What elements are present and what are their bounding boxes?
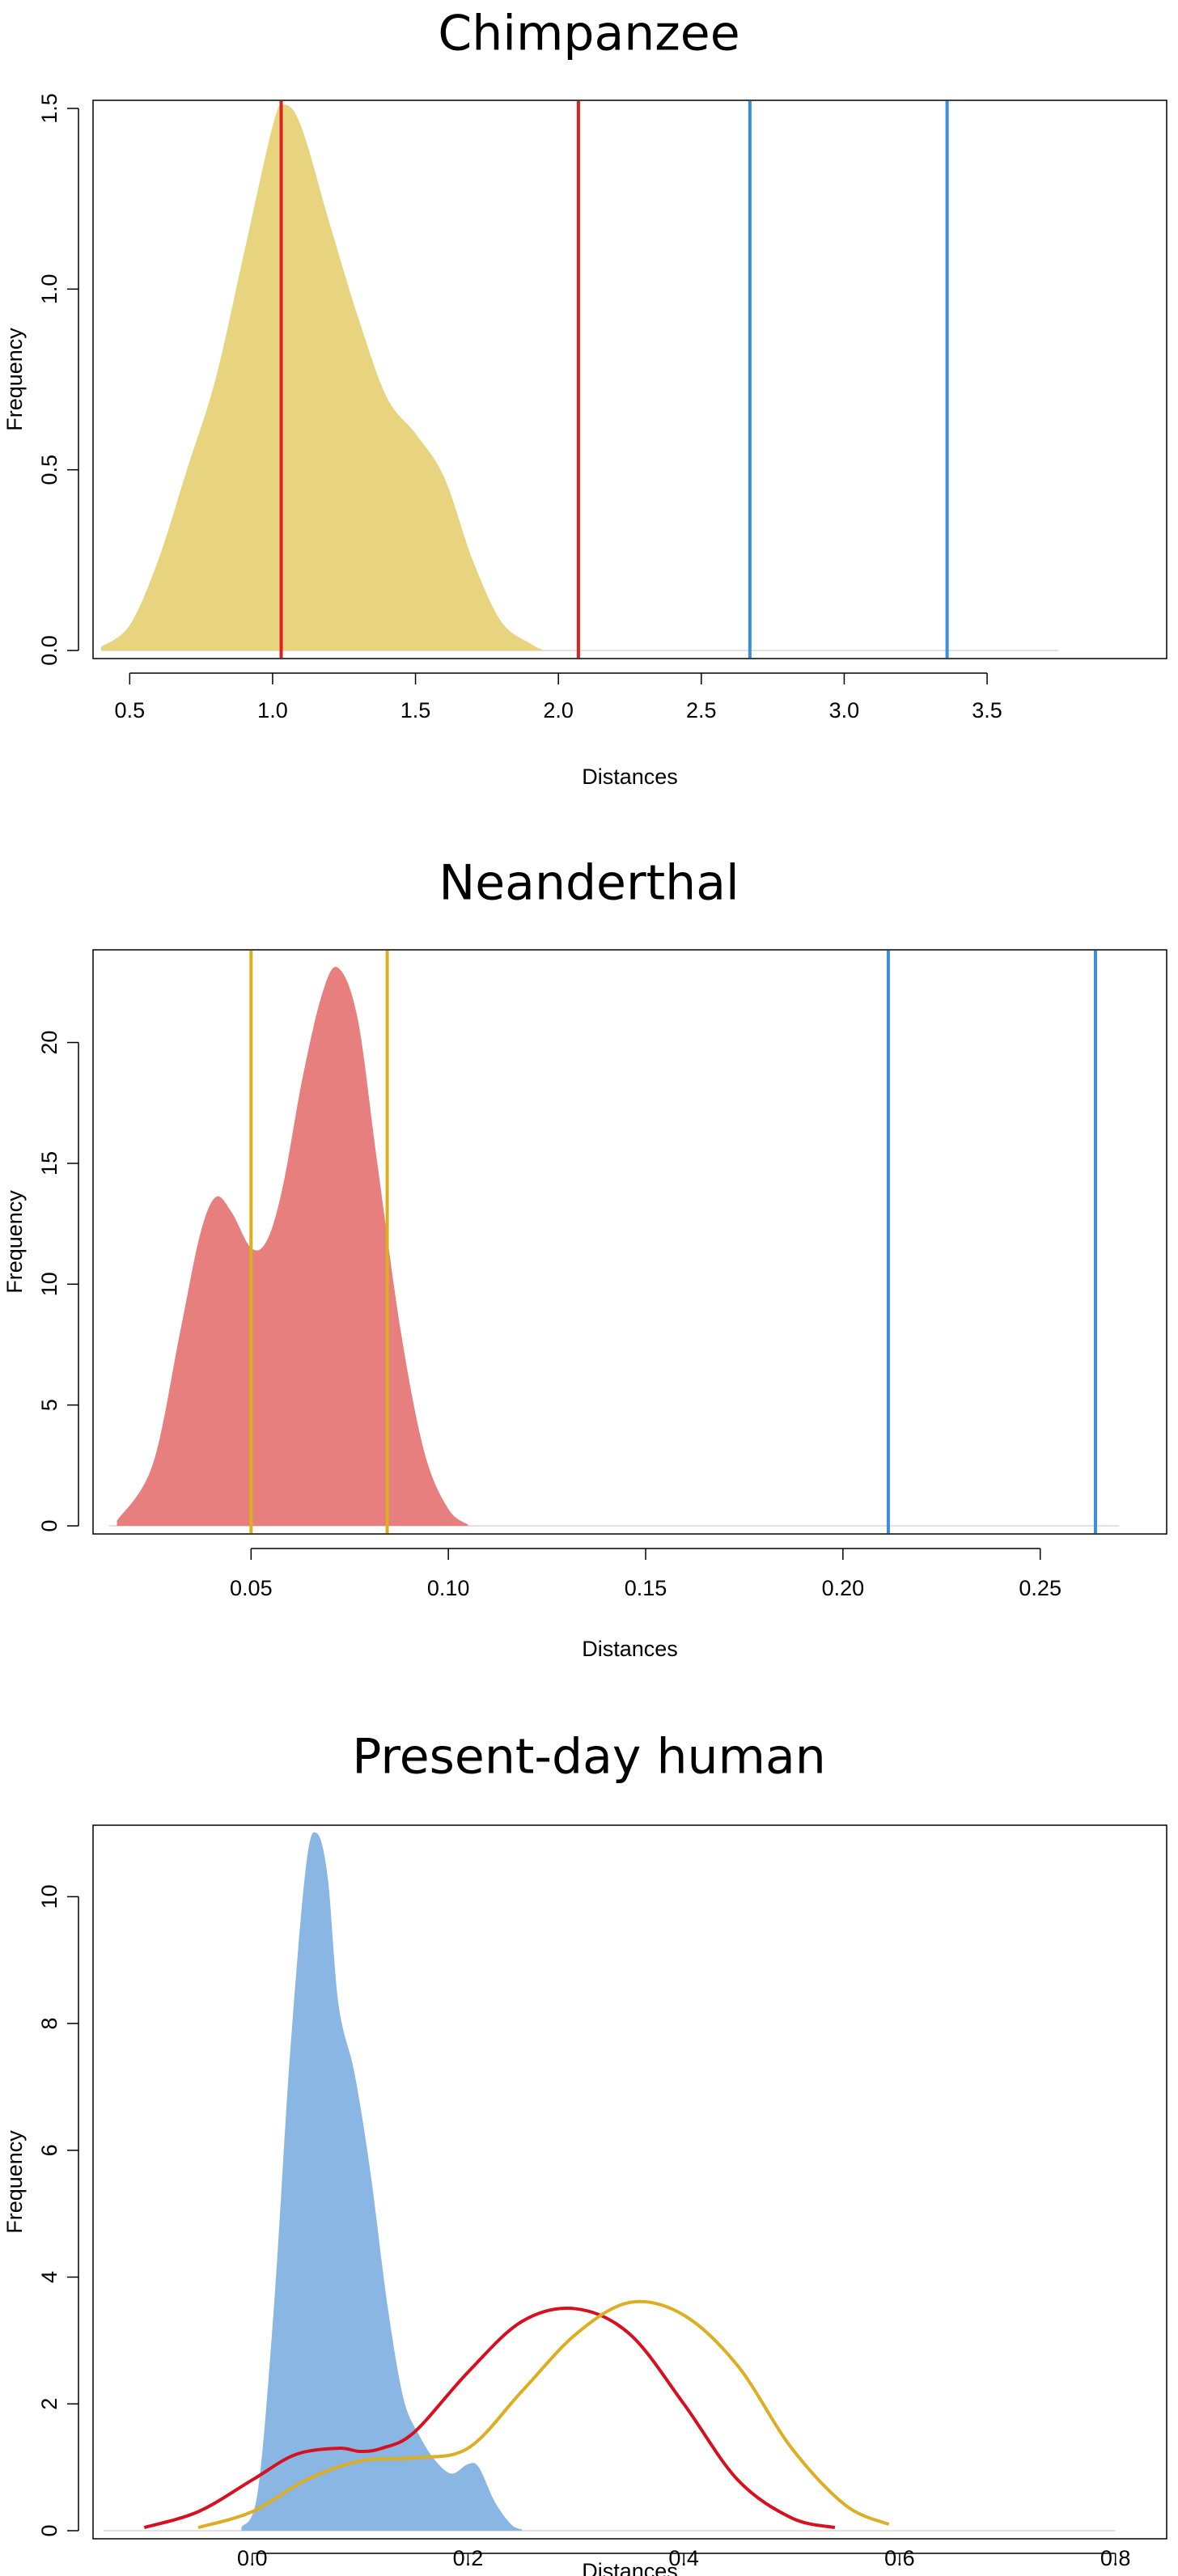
x-tick-label: 0.05 <box>230 1576 273 1600</box>
chart-title: Chimpanzee <box>438 6 739 62</box>
chart-panel-chimpanzee: Chimpanzee 0.5 1.0 1.5 2.0 2.5 3.0 3.5 0.0 0.5 1.0… <box>0 0 1178 809</box>
y-tick-label: 5 <box>37 1399 61 1411</box>
chart-title: Neanderthal <box>439 855 739 912</box>
density-chart-neanderthal: Neanderthal 0.05 0.10 0.15 0.20 0.25 0 5 10 15 20 D… <box>2 855 1167 1661</box>
x-tick-label: 0.25 <box>1019 1576 1061 1600</box>
plot-frame <box>92 100 1167 659</box>
y-tick-label: 0 <box>37 2524 61 2536</box>
x-tick-label: 3.0 <box>829 698 860 722</box>
y-tick-label: 15 <box>37 1151 61 1176</box>
y-tick-label: 0.0 <box>37 635 61 666</box>
x-axis-label: Distances <box>582 1637 678 1661</box>
x-tick-label: 1.0 <box>257 698 288 722</box>
y-tick-label: 1.5 <box>37 93 61 124</box>
x-tick-label: 1.5 <box>400 698 431 722</box>
y-tick-label: 1.0 <box>37 274 61 305</box>
density-line-series-1 <box>143 2307 836 2530</box>
density-chart-chimpanzee: Chimpanzee 0.5 1.0 1.5 2.0 2.5 3.0 3.5 0.0 0.5 1.0… <box>2 6 1167 789</box>
y-tick-label: 0 <box>37 1519 61 1532</box>
y-tick-label: 2 <box>37 2398 61 2410</box>
y-axis-label: Frequency <box>2 2130 27 2234</box>
density-area-series-0 <box>117 966 468 1526</box>
x-tick-label: 2.0 <box>543 698 574 722</box>
y-tick-label: 10 <box>37 1884 61 1909</box>
x-tick-label: 0.10 <box>427 1576 470 1600</box>
y-tick-label: 20 <box>37 1031 61 1055</box>
y-tick-label: 4 <box>37 2271 61 2283</box>
x-tick-label: 2.5 <box>686 698 717 722</box>
x-axis-label: Distances <box>582 2559 678 2576</box>
chart-panel-neanderthal: Neanderthal 0.05 0.10 0.15 0.20 0.25 0 5 10 15 20 D… <box>0 849 1178 1683</box>
x-tick-label: 0.5 <box>115 698 146 722</box>
x-tick-label: 0.8 <box>1100 2546 1131 2570</box>
density-area-series-0 <box>101 104 545 650</box>
y-tick-label: 10 <box>37 1272 61 1296</box>
y-tick-label: 0.5 <box>37 455 61 485</box>
x-tick-label: 0.6 <box>884 2546 915 2570</box>
x-tick-label: 0.4 <box>668 2546 699 2570</box>
chart-panel-present-day-human: Present-day human 0.0 0.2 0.4 0.6 0.8 0 2 4 6 8 10 D… <box>0 1723 1178 2576</box>
density-chart-present-day-human: Present-day human 0.0 0.2 0.4 0.6 0.8 0 2 4 6 8 10 D… <box>2 1729 1167 2576</box>
x-tick-label: 0.2 <box>453 2546 484 2570</box>
density-area-series-0 <box>241 1832 523 2531</box>
x-tick-label: 0.15 <box>625 1576 667 1600</box>
y-axis-label: Frequency <box>2 1190 27 1294</box>
x-tick-label: 0.0 <box>237 2546 268 2570</box>
y-axis-label: Frequency <box>2 328 27 431</box>
y-tick-label: 6 <box>37 2144 61 2156</box>
y-tick-label: 8 <box>37 2018 61 2030</box>
plot-frame <box>92 949 1167 1535</box>
chart-title: Present-day human <box>352 1729 826 1786</box>
x-axis-label: Distances <box>582 765 678 789</box>
plot-frame <box>92 1824 1167 2540</box>
x-tick-label: 3.5 <box>972 698 1002 722</box>
x-tick-label: 0.20 <box>822 1576 865 1600</box>
density-line-series-2 <box>197 2299 890 2530</box>
